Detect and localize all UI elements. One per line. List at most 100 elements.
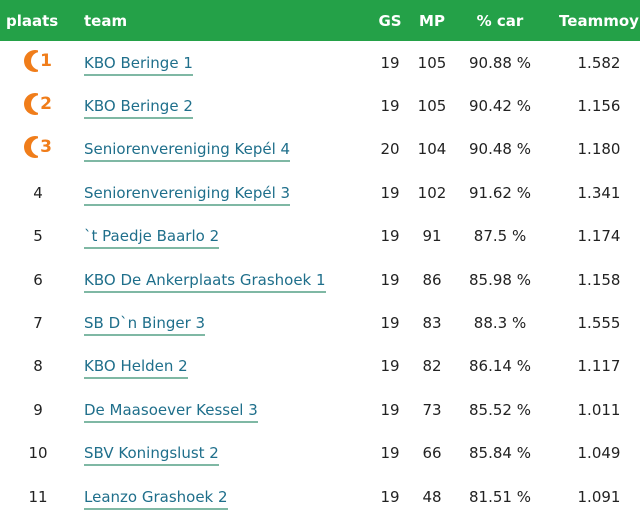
table-row: 11 Leanzo Grashoek 2 19 48 81.51 % 1.091 [0,475,640,518]
team-cell: De Maasoever Kessel 3 [76,388,368,431]
table-row: 3 Seniorenvereniging Kepél 4 20 104 90.4… [0,128,640,171]
place-cell: 7 [33,314,43,333]
teammoy-cell: 1.582 [577,53,621,72]
header-teammoy: Teammoy [559,11,639,30]
teammoy-cell: 1.180 [577,140,621,159]
table-header-row: plaats team GS MP % car Teammoy [0,0,640,41]
team-link[interactable]: Seniorenvereniging Kepél 4 [84,140,291,163]
teammoy-cell: 1.091 [577,487,621,506]
car-cell: 85.52 % [469,400,531,419]
team-link[interactable]: KBO Beringe 1 [84,53,193,76]
teammoy-cell: 1.117 [577,357,621,376]
mp-cell: 73 [422,400,442,419]
car-cell: 90.88 % [469,53,531,72]
team-cell: Seniorenvereniging Kepél 3 [76,171,368,214]
header-car: % car [476,11,524,30]
table-row: 5 `t Paedje Baarlo 2 19 91 87.5 % 1.174 [0,215,640,258]
gs-cell: 19 [380,314,400,333]
team-cell: KBO Beringe 2 [76,84,368,127]
team-link[interactable]: KBO Helden 2 [84,357,188,380]
gs-cell: 19 [380,97,400,116]
team-cell: KBO De Ankerplaats Grashoek 1 [76,258,368,301]
table-row: 9 De Maasoever Kessel 3 19 73 85.52 % 1.… [0,388,640,431]
car-cell: 86.14 % [469,357,531,376]
car-cell: 81.51 % [469,487,531,506]
mp-cell: 91 [422,227,442,246]
table-row: 2 KBO Beringe 2 19 105 90.42 % 1.156 [0,84,640,127]
mp-cell: 83 [422,314,442,333]
place-cell: 3 [0,128,76,171]
mp-cell: 105 [417,97,447,116]
gs-cell: 19 [380,357,400,376]
place-number: 1 [40,50,52,71]
place-cell: 5 [33,227,43,246]
place-cell: 1 [0,41,76,84]
team-link[interactable]: SB D`n Binger 3 [84,314,206,337]
gs-cell: 19 [380,270,400,289]
teammoy-cell: 1.156 [577,97,621,116]
teammoy-cell: 1.049 [577,444,621,463]
table-row: 1 KBO Beringe 1 19 105 90.88 % 1.582 [0,41,640,84]
team-link[interactable]: KBO De Ankerplaats Grashoek 1 [84,270,326,293]
place-cell: 9 [33,400,43,419]
mp-cell: 102 [417,183,447,202]
table-row: 7 SB D`n Binger 3 19 83 88.3 % 1.555 [0,301,640,344]
gs-cell: 19 [380,227,400,246]
car-cell: 85.84 % [469,444,531,463]
teammoy-cell: 1.341 [577,183,621,202]
table-row: 6 KBO De Ankerplaats Grashoek 1 19 86 85… [0,258,640,301]
team-link[interactable]: `t Paedje Baarlo 2 [84,227,220,250]
mp-cell: 105 [417,53,447,72]
gs-cell: 19 [380,444,400,463]
mp-cell: 66 [422,444,442,463]
place-number: 2 [40,94,52,115]
crescent-icon [24,49,39,72]
medal-badge: 2 [24,93,52,116]
gs-cell: 20 [380,140,400,159]
place-cell: 10 [28,444,48,463]
team-link[interactable]: Leanzo Grashoek 2 [84,487,228,510]
medal-badge: 1 [24,49,52,72]
place-cell: 2 [0,84,76,127]
car-cell: 88.3 % [473,314,527,333]
team-link[interactable]: Seniorenvereniging Kepél 3 [84,183,291,206]
teammoy-cell: 1.011 [577,400,621,419]
teammoy-cell: 1.158 [577,270,621,289]
place-cell: 8 [33,357,43,376]
team-link[interactable]: SBV Koningslust 2 [84,444,219,467]
crescent-icon [24,136,39,159]
gs-cell: 19 [380,183,400,202]
place-cell: 4 [33,183,43,202]
car-cell: 85.98 % [469,270,531,289]
team-link[interactable]: KBO Beringe 2 [84,97,193,120]
header-mp: MP [419,11,445,30]
gs-cell: 19 [380,487,400,506]
gs-cell: 19 [380,53,400,72]
table-row: 8 KBO Helden 2 19 82 86.14 % 1.117 [0,345,640,388]
mp-cell: 48 [422,487,442,506]
table-row: 4 Seniorenvereniging Kepél 3 19 102 91.6… [0,171,640,214]
team-cell: `t Paedje Baarlo 2 [76,215,368,258]
team-cell: Seniorenvereniging Kepél 4 [76,128,368,171]
teammoy-cell: 1.174 [577,227,621,246]
car-cell: 91.62 % [469,183,531,202]
car-cell: 90.48 % [469,140,531,159]
team-cell: KBO Helden 2 [76,345,368,388]
mp-cell: 82 [422,357,442,376]
team-cell: Leanzo Grashoek 2 [76,475,368,518]
place-number: 3 [40,137,52,158]
gs-cell: 19 [380,400,400,419]
header-team: team [84,11,128,30]
place-cell: 6 [33,270,43,289]
teammoy-cell: 1.555 [577,314,621,333]
place-cell: 11 [28,487,48,506]
table-row: 10 SBV Koningslust 2 19 66 85.84 % 1.049 [0,432,640,475]
team-cell: KBO Beringe 1 [76,41,368,84]
medal-badge: 3 [24,136,52,159]
header-plaats: plaats [6,11,59,30]
team-link[interactable]: De Maasoever Kessel 3 [84,400,258,423]
car-cell: 87.5 % [473,227,527,246]
mp-cell: 104 [417,140,447,159]
crescent-icon [24,93,39,116]
